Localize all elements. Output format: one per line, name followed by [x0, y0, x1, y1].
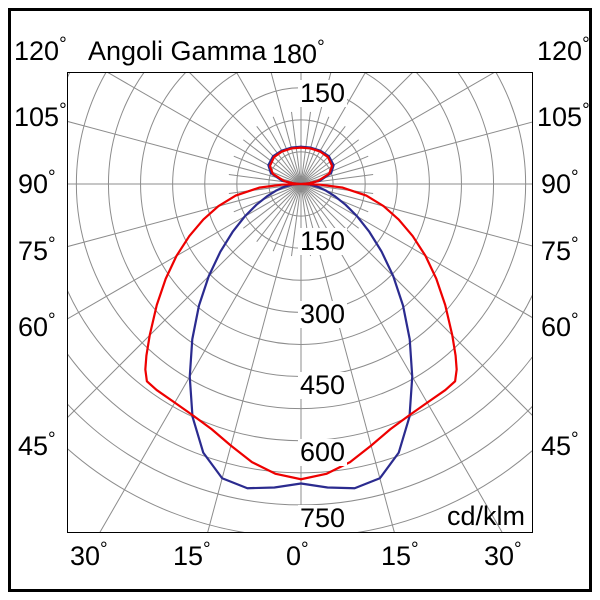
gamma-label-left-90: 90° — [18, 167, 56, 199]
outer-frame — [8, 8, 592, 592]
curve-c0-c180-left — [188, 145, 303, 490]
unit-label: cd/klm — [447, 501, 526, 531]
gamma-label-right-75: 75° — [541, 234, 579, 266]
curve-c0-c180-right — [299, 145, 414, 490]
zenith-angle-label: 180° — [272, 37, 325, 69]
gamma-label-left-45: 45° — [18, 429, 56, 461]
c-angle-label-left-30: 30° — [70, 539, 108, 571]
gamma-label-right-105: 105° — [537, 100, 590, 132]
gamma-label-left-105: 105° — [14, 100, 67, 132]
gamma-label-left-60: 60° — [18, 310, 56, 342]
curve-c90-c270-right — [299, 146, 458, 481]
radial-tick-label-150-upper: 150 — [298, 78, 348, 108]
gamma-label-right-60: 60° — [541, 310, 579, 342]
radial-tick-label-300: 300 — [298, 299, 348, 329]
radial-tick-label-450: 450 — [298, 370, 348, 400]
c-angle-label-left-15: 15° — [173, 539, 211, 571]
c-angle-label-right-15: 15° — [381, 539, 419, 571]
radial-tick-label-750: 750 — [298, 503, 348, 533]
chart-title: Angoli Gamma — [88, 36, 267, 66]
c-angle-label-right-30: 30° — [484, 539, 522, 571]
gamma-label-left-75: 75° — [18, 234, 56, 266]
gamma-label-left-120: 120° — [14, 34, 67, 66]
c-angle-label-0: 0° — [286, 539, 309, 571]
curve-c90-c270-left — [144, 146, 303, 481]
radial-tick-label-150: 150 — [298, 226, 348, 256]
gamma-label-right-45: 45° — [541, 429, 579, 461]
gamma-label-right-90: 90° — [541, 167, 579, 199]
intensity-curves — [144, 145, 458, 490]
gamma-label-right-120: 120° — [537, 34, 590, 66]
radial-tick-label-600: 600 — [298, 437, 348, 467]
